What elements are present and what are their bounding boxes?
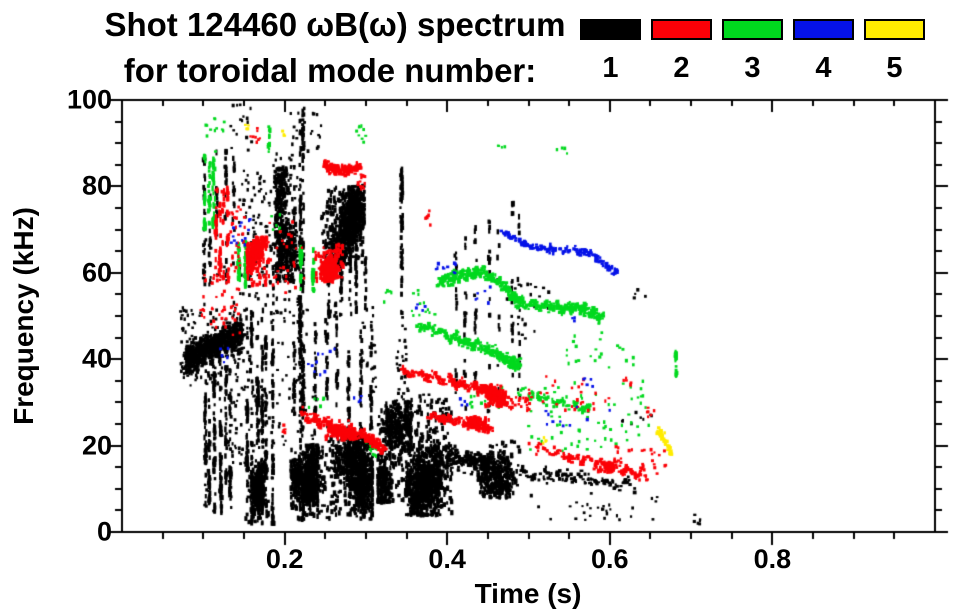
legend-label: 2	[673, 52, 690, 84]
y-axis-label: Frequency (kHz)	[8, 207, 39, 425]
legend-swatch	[722, 19, 783, 40]
y-tick-label: 20	[81, 430, 112, 461]
mode-legend: 1 2 3 4 5	[580, 19, 925, 83]
legend-label: 5	[886, 52, 903, 84]
legend-item-mode-2: 2	[651, 19, 712, 83]
x-tick-label: 0.2	[265, 544, 304, 574]
chart-title-line1: Shot 124460 ωB(ω) spectrum	[104, 6, 566, 43]
legend-label: 1	[602, 52, 619, 84]
legend-item-mode-3: 3	[722, 19, 783, 83]
x-tick-label: 0.4	[428, 544, 466, 574]
legend-swatch	[793, 19, 854, 40]
y-tick-label: 0	[96, 516, 112, 547]
y-tick-label: 80	[81, 170, 112, 201]
y-tick-label: 100	[66, 84, 112, 115]
y-tick-label: 40	[81, 343, 112, 374]
legend-item-mode-4: 4	[793, 19, 854, 83]
legend-item-mode-5: 5	[864, 19, 925, 83]
legend-swatch	[864, 19, 925, 40]
legend-label: 4	[815, 52, 832, 84]
legend-item-mode-1: 1	[580, 19, 641, 83]
legend-swatch	[651, 19, 712, 40]
x-axis-label: Time (s)	[474, 578, 582, 609]
legend-label: 3	[744, 52, 761, 84]
y-tick-label: 60	[81, 257, 112, 288]
x-tick-label: 0.6	[591, 544, 629, 574]
chart-title-line2: for toroidal mode number:	[123, 52, 537, 89]
legend-swatch	[580, 19, 641, 40]
x-tick-label: 0.8	[753, 544, 792, 574]
